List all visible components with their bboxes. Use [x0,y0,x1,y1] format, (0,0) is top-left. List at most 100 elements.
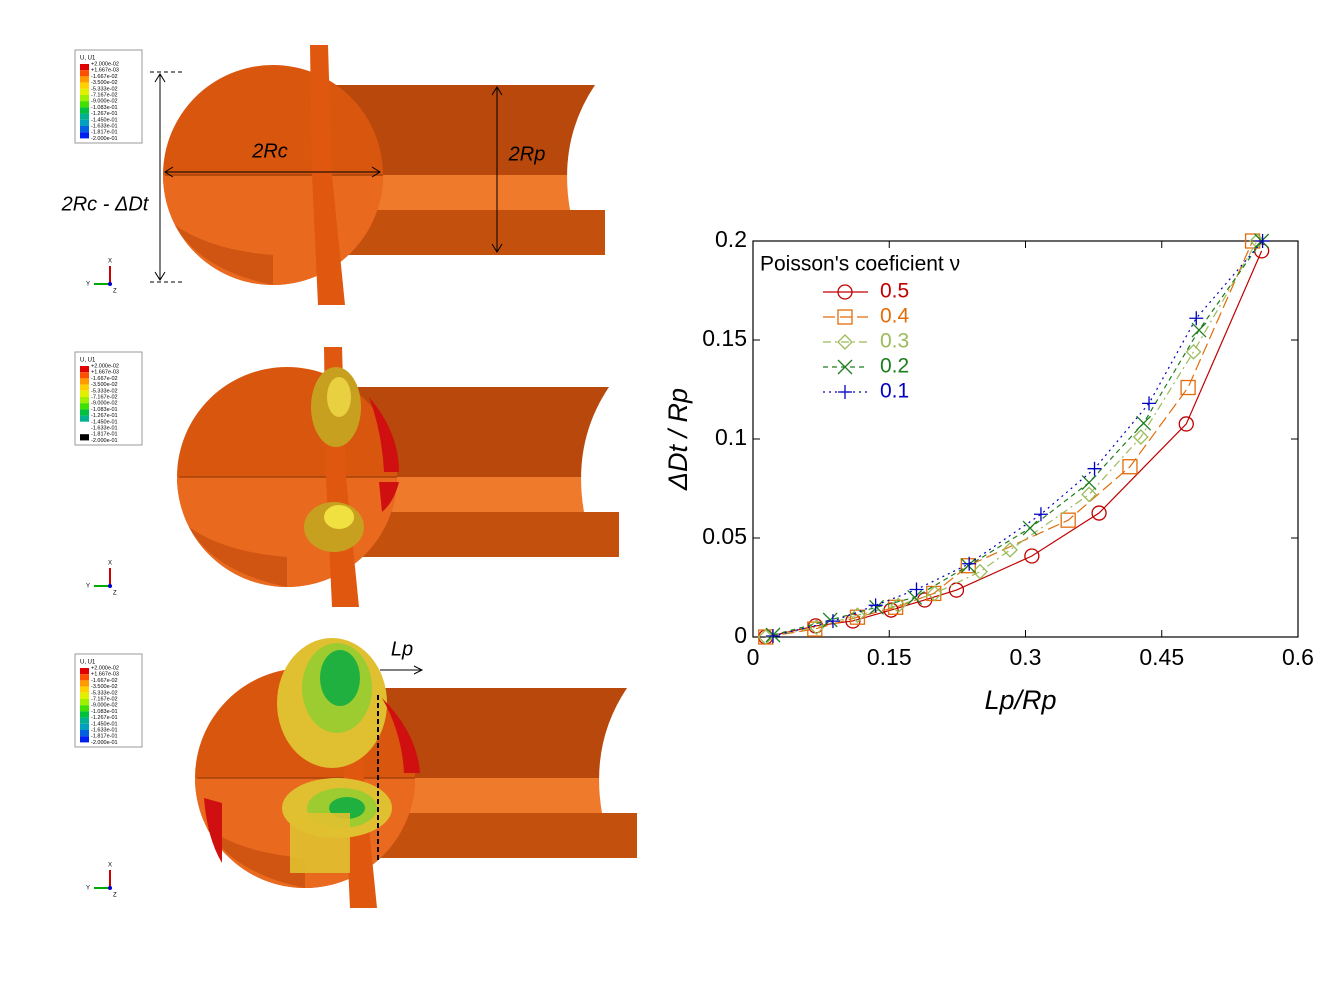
marker [962,556,977,571]
marker [1081,475,1097,491]
legend-label: 0.3 [880,330,909,353]
contour-swatch [80,674,89,681]
marker [972,563,989,580]
marker [822,612,838,628]
contour-level: -7.167e-02 [91,92,118,98]
marker [837,359,853,375]
annotation: 2Rc [251,140,288,162]
contour-level: -2.000e-01 [91,740,118,746]
marker [849,609,866,625]
contour-swatch [80,372,89,379]
fe-panel-1 [162,44,607,306]
annotation: Lp [391,638,413,660]
contour-swatch [80,403,89,410]
contour-level: -1.817e-01 [91,432,118,438]
contour-swatch [80,699,89,706]
legend-title: Poisson's coeficient ν [760,253,960,276]
marker [869,599,884,615]
series-line [765,240,1254,638]
contour-level: -1.450e-01 [91,117,118,123]
marker [849,607,866,624]
marker [926,585,943,602]
marker [1191,322,1207,338]
contour-swatch [80,428,89,435]
marker [1060,512,1076,528]
marker [1002,541,1018,558]
contour-level: +2.000e-02 [91,665,119,671]
contour-swatch [80,692,89,699]
triad-label: X [108,863,112,869]
contour-level: -5.333e-02 [91,388,118,394]
contour-level: -1.267e-01 [91,111,118,117]
series-line [772,240,1263,636]
fe-panel-2 [176,346,621,608]
fe-panel-3 [194,638,639,909]
marker [960,558,976,574]
marker [765,629,780,644]
marker [1189,311,1204,326]
marker [1081,486,1097,503]
contour-swatch [80,101,89,108]
marker [907,589,923,605]
contour-swatch [80,390,89,397]
contour-swatch [80,415,89,422]
contour-level: -1.083e-01 [91,105,118,111]
contour-level: -9.000e-02 [91,99,118,105]
contour-swatch [80,434,89,441]
marker [909,582,924,597]
marker [868,598,883,613]
contour-level: -1.633e-01 [91,425,118,431]
plot-frame [752,240,1299,638]
contour-level: -1.667e-02 [91,678,118,684]
series-line [765,240,1258,638]
x-tick-label: 0.6 [1282,644,1314,670]
marker [838,385,852,399]
contour-swatch [80,119,89,126]
x-axis-label: Lp/Rp [984,685,1056,715]
marker [837,309,853,325]
marker [825,614,840,629]
marker [757,629,774,645]
marker [1087,461,1102,476]
y-tick-label: 0.1 [715,424,747,450]
x-tick-label: 0.45 [1139,644,1184,670]
contour-level: -1.633e-01 [91,727,118,733]
contour-level: +2.000e-02 [91,363,119,369]
contour-swatch [80,126,89,133]
legend-label: 0.2 [880,355,909,378]
contour-level: -1.817e-01 [91,130,118,136]
contour-level: -1.267e-01 [91,715,118,721]
marker [1255,234,1270,248]
contour-swatch [80,384,89,391]
contour-level: -1.083e-01 [91,407,118,413]
contour-level: -1.450e-01 [91,721,118,727]
x-tick-label: 0 [747,644,760,670]
y-axis-label: ΔDt / Rp [663,388,693,491]
contour-level: -1.817e-01 [91,734,118,740]
contour-swatch [80,366,89,373]
triad-label: Z [113,591,117,597]
marker [837,284,853,300]
marker [1122,459,1138,475]
y-tick-label: 0 [734,622,747,648]
contour-level: +1.667e-03 [91,68,119,74]
triad-label: Y [86,886,90,892]
contour-level: -3.500e-02 [91,80,118,86]
contour-level: -3.500e-02 [91,382,118,388]
contour-level: -1.667e-02 [91,376,118,382]
contour-level: -9.000e-02 [91,401,118,407]
marker [1132,429,1149,445]
x-tick-label: 0.3 [1010,644,1042,670]
contour-swatch [80,82,89,89]
series-line [772,240,1264,637]
annotation: 2Rc - ΔDt [61,193,150,215]
marker [960,558,976,574]
triad-label: Z [113,289,117,295]
contour-swatch [80,113,89,120]
legend-label: 0.5 [880,280,909,303]
contour-level: +1.667e-03 [91,672,119,678]
contour-level: -1.667e-02 [91,74,118,80]
contour-swatch [80,409,89,416]
contour-swatch [80,705,89,712]
